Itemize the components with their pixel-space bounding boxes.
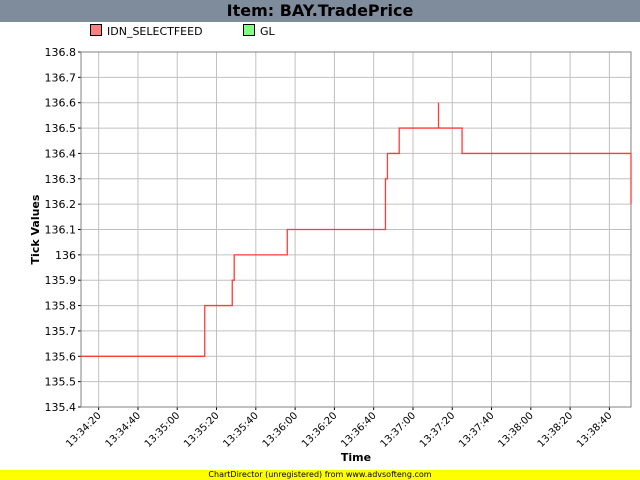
x-tick-label: 13:37:40	[457, 410, 497, 450]
x-tick-label: 13:35:00	[143, 410, 183, 450]
legend-item-idn-selectfeed: IDN_SELECTFEED	[90, 24, 203, 38]
x-axis-title: Time	[341, 451, 371, 464]
chart-title: Item: BAY.TradePrice	[0, 0, 640, 22]
y-tick-label: 136.5	[45, 122, 77, 135]
y-tick-label: 136.4	[45, 147, 77, 160]
x-tick-label: 13:38:00	[496, 410, 536, 450]
legend-label-idn-selectfeed: IDN_SELECTFEED	[107, 25, 203, 38]
x-tick-label: 13:38:40	[575, 410, 615, 450]
y-tick-label: 135.5	[45, 376, 77, 389]
y-tick-label: 136	[55, 249, 76, 262]
x-tick-label: 13:36:40	[339, 410, 379, 450]
legend-label-gl: GL	[260, 25, 275, 38]
x-tick-label: 13:36:00	[261, 410, 301, 450]
x-tick-label: 13:35:40	[221, 410, 261, 450]
y-tick-label: 136.1	[45, 224, 77, 237]
y-tick-label: 136.8	[45, 46, 77, 59]
x-tick-label: 13:37:20	[418, 410, 458, 450]
legend-swatch-idn-selectfeed	[90, 24, 102, 36]
footer-watermark: ChartDirector (unregistered) from www.ad…	[0, 470, 640, 480]
x-tick-label: 13:37:00	[379, 410, 419, 450]
legend-swatch-gl	[243, 24, 255, 36]
series-line-idn-selectfeed	[81, 102, 632, 357]
plot-border	[80, 51, 632, 408]
y-tick-label: 135.6	[45, 350, 77, 363]
x-tick-label: 13:36:20	[300, 410, 340, 450]
y-tick-label: 135.4	[45, 401, 77, 414]
y-tick-label: 136.2	[45, 198, 77, 211]
y-tick-label: 136.3	[45, 173, 77, 186]
y-tick-label: 135.8	[45, 300, 77, 313]
y-tick-label: 135.9	[45, 274, 77, 287]
x-tick-label: 13:34:20	[64, 410, 104, 450]
x-tick-label: 13:35:20	[182, 410, 222, 450]
x-tick-label: 13:38:20	[536, 410, 576, 450]
y-tick-label: 136.7	[45, 71, 77, 84]
y-tick-label: 135.7	[45, 325, 77, 338]
y-axis-title: Tick Values	[29, 194, 42, 264]
y-tick-label: 136.6	[45, 97, 77, 110]
legend-item-gl: GL	[243, 24, 275, 38]
x-tick-label: 13:34:40	[104, 410, 144, 450]
